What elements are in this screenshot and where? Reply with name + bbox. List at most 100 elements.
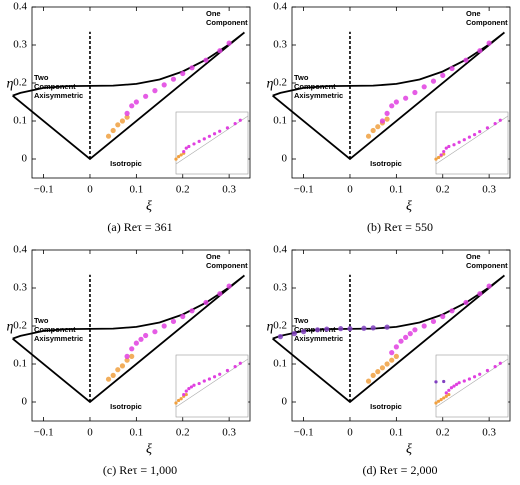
inset-point: [493, 122, 497, 126]
data-point: [105, 376, 112, 382]
x-tick-label: 0.2: [176, 427, 190, 439]
data-point: [189, 65, 195, 71]
annotation: Axisymmetric: [34, 334, 83, 343]
inset-point: [189, 385, 194, 389]
data-point: [152, 329, 158, 335]
inset-point: [238, 361, 242, 365]
x-tick-label: 0: [87, 427, 93, 439]
data-point: [430, 318, 437, 325]
data-point: [300, 329, 307, 335]
x-tick-label: 0.1: [129, 427, 143, 439]
data-point: [393, 344, 399, 350]
data-point: [203, 57, 209, 63]
x-tick-label: 0.1: [389, 427, 403, 439]
data-point: [379, 118, 386, 124]
plot-frame: [291, 6, 511, 179]
inset-point: [233, 365, 237, 369]
x-tick-label: 0.3: [482, 184, 496, 196]
data-point: [124, 114, 130, 120]
data-point: [291, 331, 297, 337]
inset-point: [498, 361, 502, 365]
y-tick-label: 0.3: [273, 39, 287, 51]
plot-frame: [291, 249, 511, 422]
inset-point: [179, 397, 183, 401]
x-tick-label: 0.2: [436, 427, 450, 439]
data-point: [226, 283, 232, 289]
inset-point: [442, 396, 446, 400]
inset-point: [439, 398, 443, 402]
data-point: [110, 372, 116, 378]
x-tick-label: −0.1: [34, 427, 54, 439]
plot-frame: [31, 249, 251, 422]
data-point: [217, 48, 223, 54]
inset-point: [434, 380, 438, 384]
inset-point: [454, 382, 459, 386]
inset-frame: [435, 111, 509, 175]
data-point: [403, 334, 409, 340]
data-point: [133, 340, 139, 346]
y-tick-label: 0.1: [273, 115, 287, 127]
data-point: [226, 40, 232, 46]
inset-point: [442, 149, 446, 154]
data-point: [370, 325, 376, 331]
inset-point: [207, 134, 212, 138]
inset-point: [174, 157, 178, 161]
y-tick-label: 0: [282, 153, 288, 165]
inset-point: [444, 391, 448, 395]
x-axis-label: ξ: [406, 199, 412, 214]
inset-point: [192, 142, 196, 146]
data-point: [486, 40, 492, 46]
inset-point: [493, 365, 497, 369]
inset-frame: [435, 354, 509, 418]
data-point: [115, 367, 121, 373]
data-point: [161, 323, 167, 329]
annotation: One: [466, 252, 481, 261]
x-axis-label: ξ: [406, 442, 412, 457]
data-point: [393, 99, 399, 105]
inset-point: [467, 377, 472, 381]
inset-point: [176, 398, 181, 403]
data-point: [110, 127, 116, 134]
data-point: [389, 103, 395, 109]
y-tick-label: 0.2: [13, 77, 27, 89]
y-tick-label: 0: [282, 396, 288, 408]
caption: (c) Reτ = 1,000: [103, 463, 177, 477]
data-point: [124, 357, 130, 363]
data-point: [347, 326, 353, 332]
inset-point: [225, 368, 230, 373]
inset-point: [457, 381, 461, 385]
x-tick-label: 0: [347, 184, 353, 196]
y-tick-label: 0.1: [273, 358, 287, 370]
inset-point: [498, 118, 502, 122]
x-tick-label: 0.1: [389, 184, 403, 196]
x-tick-label: 0.3: [482, 427, 496, 439]
data-point: [133, 99, 139, 105]
x-tick-label: 0.1: [129, 184, 143, 196]
inset-point: [452, 384, 456, 388]
annotation: Isotropic: [110, 159, 142, 168]
inset-point: [212, 375, 217, 379]
y-tick-label: 0.4: [273, 1, 287, 13]
inset-point: [197, 381, 201, 386]
annotation: Axisymmetric: [34, 91, 83, 100]
y-tick-label: 0.4: [273, 244, 287, 256]
x-tick-label: −0.1: [294, 184, 314, 196]
caption: (d) Reτ = 2,000: [363, 463, 438, 477]
inset-point: [444, 394, 448, 398]
inset-point: [434, 401, 438, 405]
data-point: [124, 353, 130, 359]
inset-point: [202, 379, 206, 383]
inset-point: [184, 146, 188, 150]
boundary-line: [272, 274, 506, 404]
x-axis-label: ξ: [146, 199, 152, 214]
annotation: Two: [294, 73, 309, 82]
data-point: [440, 313, 446, 320]
data-point: [119, 118, 126, 124]
inset-point: [436, 155, 441, 160]
x-tick-label: 0.2: [176, 184, 190, 196]
data-point: [105, 133, 112, 139]
data-point: [389, 357, 395, 363]
inset-frame: [175, 354, 249, 418]
data-point: [129, 353, 135, 359]
